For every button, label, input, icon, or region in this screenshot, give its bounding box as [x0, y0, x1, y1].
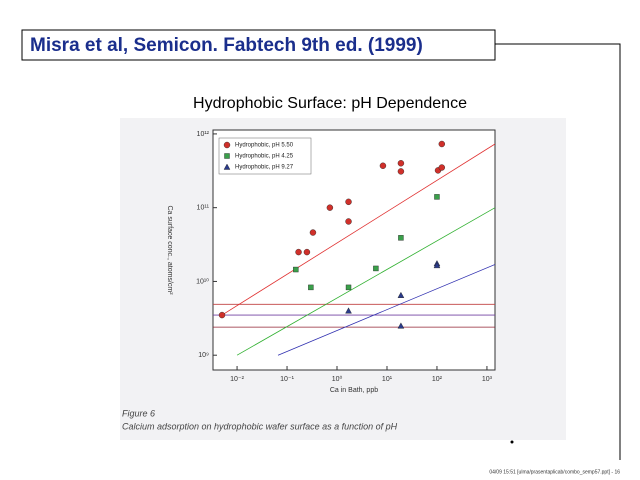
marker: [438, 140, 446, 148]
marker: [397, 291, 405, 298]
chart-title: Hydrophobic Surface: pH Dependence: [193, 95, 467, 112]
fit-line: [221, 143, 495, 316]
x-tick-label: 10¹: [382, 376, 393, 383]
marker: [308, 284, 314, 291]
marker: [379, 162, 387, 169]
marker: [345, 307, 352, 314]
marker: [293, 266, 299, 273]
y-axis-label: Ca surface conc., atoms/cm²: [166, 205, 173, 295]
marker: [373, 265, 379, 272]
marker: [218, 311, 226, 319]
marker: [398, 235, 404, 241]
marker: [397, 160, 405, 167]
marker: [303, 248, 311, 256]
x-tick-label: 10⁻²: [230, 376, 244, 383]
legend-box: [218, 137, 312, 175]
fit-line: [236, 207, 495, 356]
marker: [434, 194, 440, 200]
marker: [326, 204, 334, 211]
marker: [397, 168, 405, 175]
y-tick-label: 10⁹: [198, 352, 209, 359]
y-tick-label: 10¹¹: [197, 205, 210, 212]
marker: [345, 284, 352, 291]
dot: [510, 440, 514, 444]
x-tick-label: 10³: [482, 376, 493, 383]
legend-label: Hydrophobic, pH 4.25: [235, 154, 294, 160]
marker: [433, 261, 441, 269]
marker: [397, 322, 405, 329]
slide-title: Misra et al, Semicon. Fabtech 9th ed. (1…: [30, 35, 423, 56]
y-tick-label: 10¹²: [197, 131, 210, 138]
marker: [345, 198, 352, 206]
frame-line: [495, 43, 621, 460]
marker: [223, 141, 231, 149]
marker: [223, 163, 231, 170]
fit-line: [277, 264, 495, 356]
legend-label: Hydrophobic, pH 5.50: [235, 143, 294, 149]
footer: 04/09 15:51 [ulma/prasentaplicab/combo_s…: [489, 469, 620, 475]
title-box: [21, 29, 496, 61]
legend-label: Hydrophobic, pH 9.27: [235, 165, 294, 171]
caption-label: Figure 6: [122, 408, 155, 418]
x-tick-label: 10⁰: [332, 375, 343, 383]
marker: [309, 229, 317, 236]
x-axis-label: Ca in Bath, ppb: [330, 387, 378, 394]
marker: [295, 248, 302, 256]
caption-text: Calcium adsorption on hydrophobic wafer …: [122, 421, 398, 431]
marker: [345, 218, 352, 225]
x-tick-label: 10²: [432, 376, 443, 383]
x-tick-label: 10⁻¹: [280, 376, 294, 383]
y-tick-label: 10¹⁰: [196, 277, 209, 285]
marker: [438, 164, 446, 171]
marker: [224, 153, 230, 159]
